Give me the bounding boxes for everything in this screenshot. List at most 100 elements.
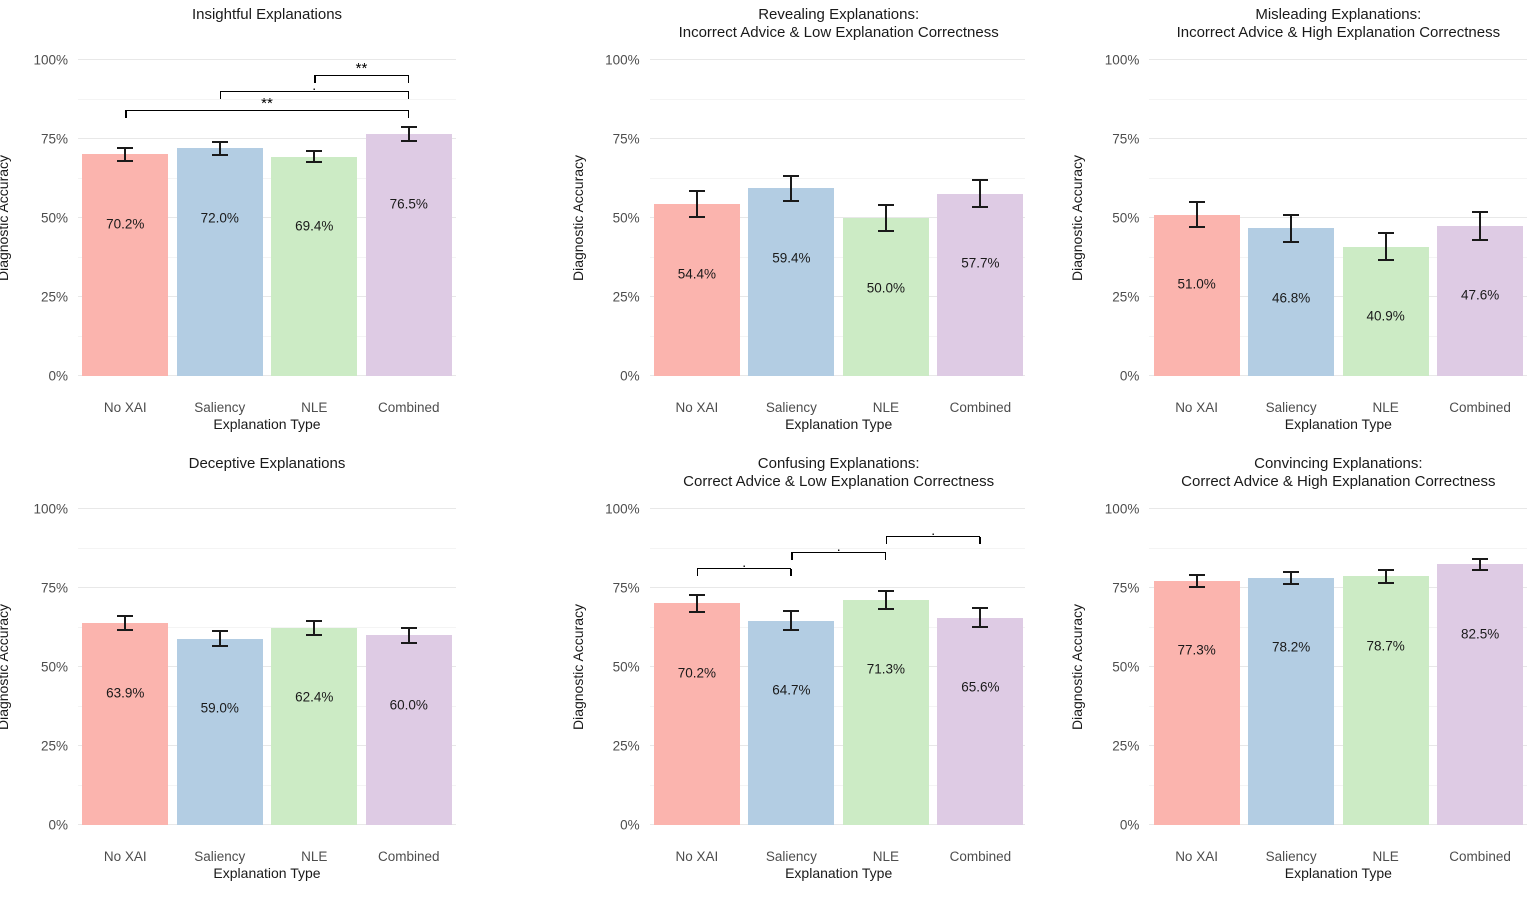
bar-combined — [937, 617, 1024, 825]
error-bar-cap-bottom — [306, 634, 323, 637]
bar-value-label: 62.4% — [295, 689, 334, 705]
y-tick-label: 100% — [605, 501, 640, 517]
significance-label: ** — [355, 59, 368, 77]
error-bar-cap-bottom — [877, 607, 894, 610]
significance-bracket-tick — [219, 91, 222, 99]
error-bar-cap-top — [306, 150, 323, 153]
y-axis-title: Diagnostic Accuracy — [569, 603, 586, 731]
bar-no-xai — [1153, 580, 1240, 825]
gridline-minor — [649, 547, 1026, 549]
bar-value-label: 70.2% — [677, 665, 717, 681]
bar-saliency — [176, 148, 263, 376]
chart-title: Confusing Explanations: Correct Advice &… — [683, 455, 995, 490]
error-bar-cap-top — [877, 204, 894, 207]
y-tick-label: 0% — [48, 817, 68, 833]
x-tick-label: Combined — [1449, 849, 1511, 864]
gridline-major — [78, 138, 456, 139]
error-bar-cap-bottom — [1188, 226, 1205, 229]
chart-title: Convincing Explanations: Correct Advice … — [1181, 455, 1496, 490]
bar-nle — [1342, 576, 1429, 825]
y-tick-label: 50% — [40, 210, 68, 226]
error-bar-whisker — [790, 175, 793, 201]
chart-panel-3: Misleading Explanations: Incorrect Advic… — [1025, 0, 1538, 449]
error-bar-cap-bottom — [400, 641, 417, 644]
gridline-minor — [1149, 98, 1528, 100]
bar-saliency — [748, 188, 835, 376]
x-tick-label: No XAI — [1175, 400, 1218, 415]
x-tick-label: Saliency — [194, 849, 246, 864]
significance-bracket-tick — [407, 91, 410, 99]
error-bar-cap-top — [306, 619, 323, 622]
x-axis-title: Explanation Type — [785, 416, 893, 432]
y-axis-title: Diagnostic Accuracy — [0, 154, 11, 282]
gridline-major — [649, 138, 1026, 139]
significance-bracket-tick — [696, 569, 699, 577]
gridline-major — [1149, 217, 1528, 218]
bar-value-label: 77.3% — [1177, 642, 1216, 658]
gridline-minor — [1149, 177, 1528, 179]
error-bar-cap-bottom — [877, 229, 894, 232]
error-bar-cap-bottom — [688, 610, 705, 613]
bar-saliency — [176, 638, 263, 825]
plot-area: 77.3% 78.2% 78.7% 82.5% — [1149, 508, 1528, 825]
significance-bracket — [219, 90, 409, 92]
gridline-major — [649, 59, 1026, 60]
error-bar-cap-top — [1283, 570, 1300, 573]
error-bar-cap-bottom — [211, 645, 228, 648]
significance-label: . — [836, 538, 841, 555]
significance-bracket-tick — [790, 569, 792, 577]
significance-bracket-tick — [125, 110, 127, 118]
x-axis-title: Explanation Type — [785, 865, 893, 881]
bar-value-label: 59.4% — [772, 250, 811, 266]
error-bar-whisker — [407, 627, 410, 643]
significance-bracket-tick — [314, 75, 316, 83]
gridline-major — [78, 296, 456, 297]
error-bar-cap-top — [117, 615, 134, 618]
bar-value-label: 59.0% — [200, 700, 239, 716]
gridline-major — [78, 745, 456, 746]
error-bar-whisker — [407, 127, 410, 142]
y-axis-title: Diagnostic Accuracy — [569, 154, 586, 282]
y-tick-label: 25% — [40, 738, 68, 754]
error-bar-whisker — [1290, 571, 1293, 585]
x-tick-label: Saliency — [194, 400, 246, 415]
y-tick-label: 100% — [33, 501, 68, 517]
bar-value-label: 60.0% — [389, 697, 428, 713]
significance-bracket — [125, 109, 409, 111]
gridline-minor — [649, 177, 1026, 179]
y-tick-label: 75% — [612, 131, 640, 147]
gridline-minor — [649, 98, 1026, 100]
chart-title: Revealing Explanations: Incorrect Advice… — [678, 6, 999, 41]
y-axis-title: Diagnostic Accuracy — [0, 603, 11, 731]
y-tick-label: 100% — [33, 52, 68, 68]
error-bar-cap-top — [688, 190, 705, 193]
bar-no-xai — [653, 204, 740, 376]
x-tick-label: Combined — [377, 849, 440, 864]
x-tick-label: Saliency — [765, 400, 817, 415]
error-bar-cap-bottom — [1283, 240, 1300, 243]
error-bar-whisker — [884, 205, 887, 231]
bar-value-label: 65.6% — [961, 679, 1000, 695]
plot-area: 70.2% 64.7% 71.3% 65.6%... — [649, 508, 1026, 825]
error-bar-cap-bottom — [1472, 238, 1489, 241]
gridline-minor — [1149, 784, 1528, 786]
x-tick-label: NLE — [1372, 849, 1399, 864]
error-bar-cap-top — [400, 626, 417, 629]
error-bar-cap-bottom — [1472, 568, 1489, 571]
significance-bracket-tick — [979, 537, 981, 545]
y-tick-label: 25% — [1112, 289, 1140, 305]
bar-saliency — [748, 620, 835, 825]
x-tick-label: Combined — [949, 849, 1012, 864]
bar-no-xai — [1153, 214, 1240, 376]
x-tick-label: NLE — [301, 400, 328, 415]
gridline-major — [649, 745, 1026, 746]
error-bar-whisker — [1384, 570, 1387, 583]
significance-label: . — [742, 554, 747, 571]
y-axis-title: Diagnostic Accuracy — [1069, 154, 1086, 282]
y-tick-label: 75% — [40, 131, 68, 147]
gridline-minor — [1149, 256, 1528, 258]
x-axis-title: Explanation Type — [213, 865, 321, 881]
y-axis-title: Diagnostic Accuracy — [1069, 603, 1086, 731]
gridline-major — [649, 824, 1026, 825]
error-bar-whisker — [218, 630, 221, 647]
